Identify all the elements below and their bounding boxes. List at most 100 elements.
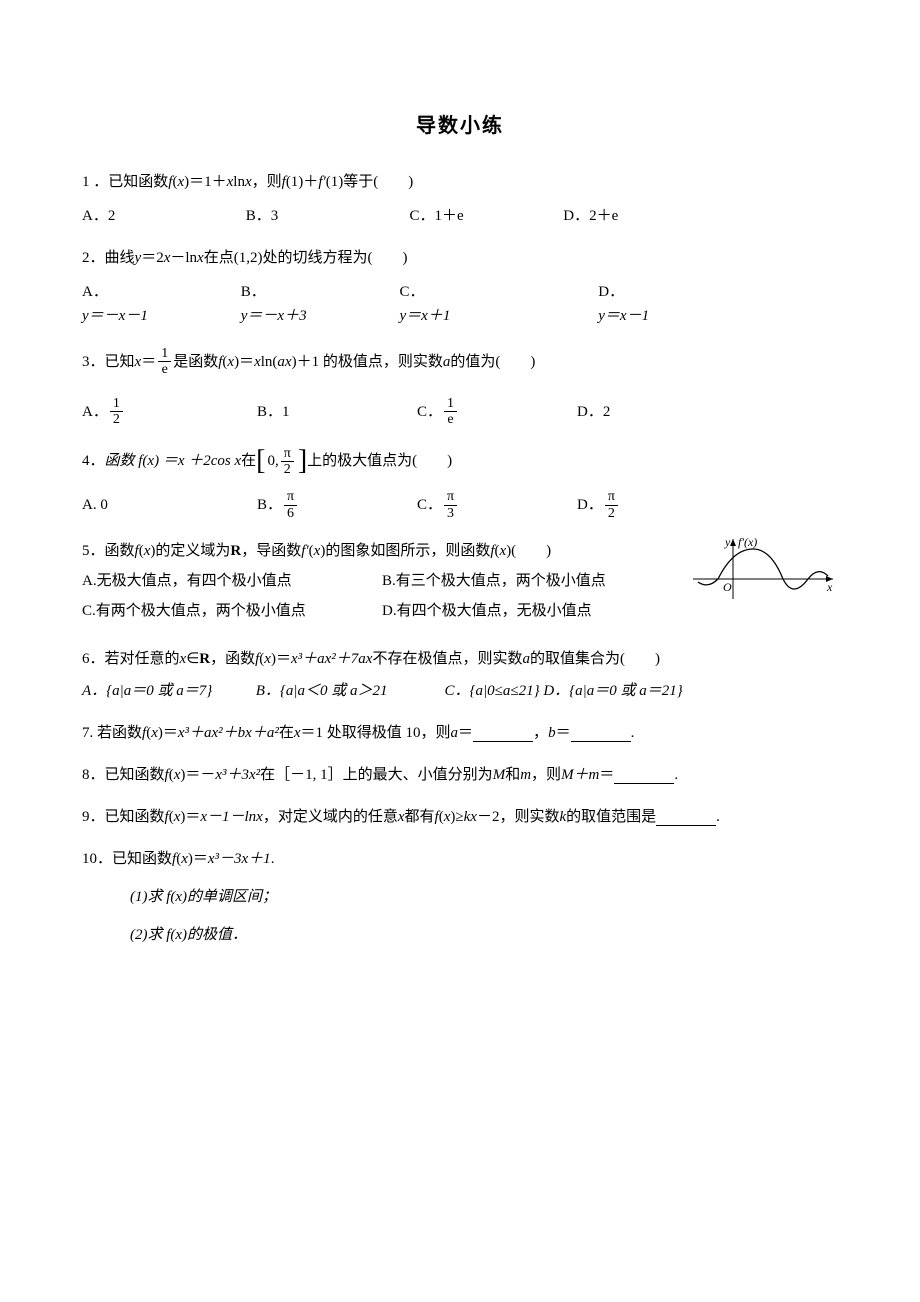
q1-then: ，则 bbox=[252, 170, 282, 194]
q6-text-e: 不存在极值点，则实数 bbox=[372, 647, 522, 671]
q7-text: 7. 若函数 bbox=[82, 721, 142, 745]
q10-rp: )＝ bbox=[188, 847, 208, 871]
q10-x: x bbox=[181, 847, 188, 871]
graph-origin: O bbox=[723, 580, 732, 594]
q6-opt-cd: C．{a|0≤a≤21} D．{a|a＝0 或 a＝21} bbox=[445, 679, 683, 703]
q7-blank-b bbox=[571, 724, 631, 742]
q3-opt-d: D．2 bbox=[577, 400, 707, 424]
q1-x2: x bbox=[227, 170, 234, 194]
q5-graph: y f′(x) O x bbox=[693, 534, 838, 604]
q8-text-e: ，则 bbox=[531, 763, 561, 787]
q6-opt-a: A．{a|a＝0 或 a＝7} bbox=[82, 679, 252, 703]
graph-x-label: x bbox=[826, 580, 833, 594]
q2-opt-d: D．y＝x－1 bbox=[598, 280, 728, 328]
q7-a: a bbox=[451, 721, 459, 745]
q8-rp: )＝－ bbox=[180, 763, 215, 787]
q1-x: x bbox=[177, 170, 184, 194]
q1-mid: )＝1＋ bbox=[184, 170, 227, 194]
q8-m: m bbox=[520, 763, 531, 787]
q7-text-e: ＝1 处取得极值 10，则 bbox=[301, 721, 451, 745]
q5-x: x bbox=[144, 539, 151, 563]
q9-text-h: －2，则实数 bbox=[477, 805, 560, 829]
q5-text-d: ，导函数 bbox=[241, 539, 301, 563]
q7-x2: x bbox=[294, 721, 301, 745]
q1-options: A．2 B．3 C．1＋e D．2＋e bbox=[82, 204, 838, 228]
q9-kx: kx bbox=[464, 805, 477, 829]
q1-end: (1)等于( ) bbox=[326, 170, 413, 194]
q9-rp: )＝ bbox=[180, 805, 200, 829]
q5-x2: x bbox=[314, 539, 321, 563]
q6-x2: x bbox=[264, 647, 271, 671]
q2-opt-c: C．y＝x＋1 bbox=[400, 280, 595, 328]
q3-ln: ln( bbox=[261, 350, 278, 374]
q2-opt-b: B．y＝－x＋3 bbox=[241, 280, 396, 328]
q3-text-f: )＋1 的极值点，则实数 bbox=[292, 350, 443, 374]
q9-ge: )≥ bbox=[450, 805, 463, 829]
q5-R: R bbox=[230, 539, 241, 563]
question-4: 4． 函数 f(x) ＝x ＋2cos x 在 [ 0, π2 ] 上的极大值点… bbox=[82, 446, 838, 522]
q7-blank-a bbox=[473, 724, 533, 742]
q4-opt-b: B． π6 bbox=[257, 489, 417, 521]
q6-options: A．{a|a＝0 或 a＝7} B．{a|a＜0 或 a＞21 C．{a|0≤a… bbox=[82, 679, 838, 703]
q9-x2: x bbox=[398, 805, 405, 829]
q6-in: ∈ bbox=[186, 647, 199, 671]
q10-sub2: (2)求 f(x)的极值． bbox=[130, 923, 838, 947]
q1-opt-c: C．1＋e bbox=[410, 204, 560, 228]
q5-x3: x bbox=[500, 539, 507, 563]
q7-comma: ， bbox=[533, 721, 548, 745]
q1-opt-b: B．3 bbox=[246, 204, 406, 228]
q9-text-e: 都有 bbox=[405, 805, 435, 829]
question-1: 1 ．已知函数 f ( x )＝1＋ x ln x ，则 f (1)＋ f′ (… bbox=[82, 170, 838, 228]
q3-opt-c: C． 1e bbox=[417, 396, 577, 428]
q5-options: A.无极大值点，有四个极小值点 B.有三个极大值点，两个极小值点 C.有两个极大… bbox=[82, 569, 688, 623]
q3-x3: x bbox=[254, 350, 261, 374]
q9-period: . bbox=[716, 805, 720, 829]
q3-x2: x bbox=[227, 350, 234, 374]
q3-frac: 1 e bbox=[158, 346, 171, 378]
q2-x: x bbox=[164, 246, 171, 270]
q8-text: 8．已知函数 bbox=[82, 763, 165, 787]
q4-opt-c: C． π3 bbox=[417, 489, 577, 521]
q4-at: 在 bbox=[241, 449, 256, 473]
q7-rp: )＝ bbox=[158, 721, 178, 745]
q9-blank bbox=[656, 808, 716, 826]
q9-k: k bbox=[559, 805, 566, 829]
q6-a: a bbox=[522, 647, 530, 671]
q5-opt-b: B.有三个极大值点，两个极小值点 bbox=[382, 569, 682, 593]
q4-num: 4． bbox=[82, 449, 105, 473]
q8-x: x bbox=[174, 763, 181, 787]
question-3: 3．已知 x ＝ 1 e 是函数 f ( x )＝ x ln( ax )＋1 的… bbox=[82, 346, 838, 428]
q8-period: . bbox=[674, 763, 678, 787]
q10-eq: x³－3x＋1 bbox=[208, 847, 271, 871]
q3-text: 3．已知 bbox=[82, 350, 135, 374]
q2-eq: ＝2 bbox=[141, 246, 164, 270]
q8-blank bbox=[614, 766, 674, 784]
q5-text-f: )的图象如图所示，则函数 bbox=[320, 539, 490, 563]
q1-one: (1)＋ bbox=[286, 170, 319, 194]
question-9: 9．已知函数 f ( x )＝ x－1－lnx ，对定义域内的任意 x 都有 f… bbox=[82, 805, 838, 829]
q4-end: 上的极大值点为( ) bbox=[307, 449, 452, 473]
q3-a: a bbox=[443, 350, 451, 374]
q6-text-b: ，函数 bbox=[210, 647, 255, 671]
q7-eq2: ＝ bbox=[458, 721, 473, 745]
q8-Mm: M＋m bbox=[561, 763, 599, 787]
q2-options: A．y＝－x－1 B．y＝－x＋3 C．y＝x＋1 D．y＝x－1 bbox=[82, 280, 838, 328]
graph-fx-label: f′(x) bbox=[738, 535, 757, 549]
q4-opt-a: A. 0 bbox=[82, 493, 257, 517]
q5-fp: f′ bbox=[301, 539, 308, 563]
q10-text: 10．已知函数 bbox=[82, 847, 172, 871]
question-5: 5．函数 f ( x )的定义域为 R ，导函数 f′ ( x )的图象如图所示… bbox=[82, 539, 838, 629]
q6-opt-b: B．{a|a＜0 或 a＞21 bbox=[256, 679, 441, 703]
q8-text-d: 在［－1, 1］上的最大、小值分别为 bbox=[260, 763, 493, 787]
q2-x2: x bbox=[197, 246, 204, 270]
q6-eq: x³＋ax²＋7ax bbox=[291, 647, 372, 671]
q2-y: y bbox=[135, 246, 142, 270]
q3-rp: )＝ bbox=[234, 350, 254, 374]
q4-fn: 函数 f(x) ＝x ＋2cos x bbox=[105, 449, 242, 473]
q5-text-c: )的定义域为 bbox=[150, 539, 230, 563]
q7-period: . bbox=[631, 721, 635, 745]
question-7: 7. 若函数 f ( x )＝ x³＋ax²＋bx＋a² 在 x ＝1 处取得极… bbox=[82, 721, 838, 745]
q5-text: 5．函数 bbox=[82, 539, 135, 563]
q1-opt-a: A．2 bbox=[82, 204, 242, 228]
q6-text: 6．若对任意的 bbox=[82, 647, 180, 671]
